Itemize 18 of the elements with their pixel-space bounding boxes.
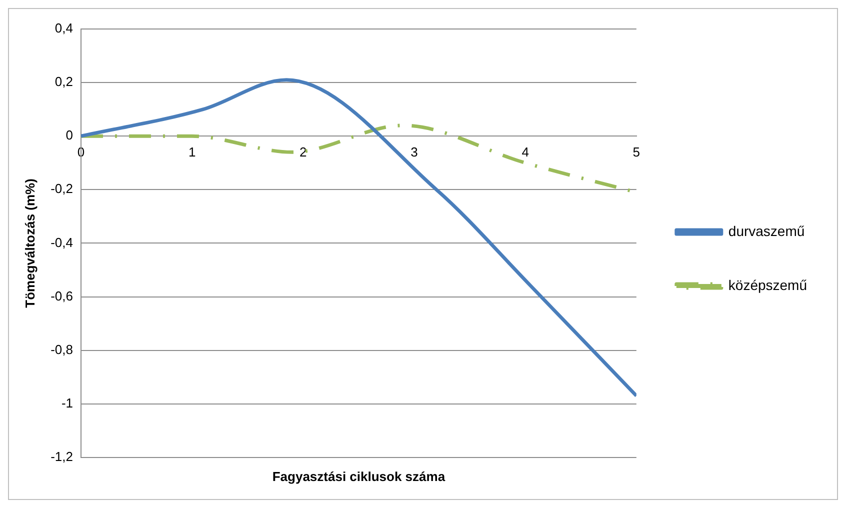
legend-label: középszemű <box>728 276 808 293</box>
y-tick-label: 0,2 <box>54 74 73 90</box>
y-tick-label: -1 <box>61 395 73 410</box>
x-tick-label: 3 <box>410 144 418 160</box>
x-tick-label: 2 <box>300 144 307 160</box>
y-tick-label: -0,4 <box>50 234 73 250</box>
y-tick-label: -0,8 <box>50 342 73 357</box>
y-tick-label: -0,6 <box>50 288 73 304</box>
y-axis-title: Tömegváltozás (m%) <box>22 178 38 308</box>
x-tick-label: 5 <box>632 144 640 160</box>
y-tick-label: 0,4 <box>54 20 73 36</box>
y-tick-label: 0 <box>66 128 73 143</box>
y-tick-label: -0,2 <box>50 181 73 196</box>
legend-label: durvaszemű <box>728 222 805 239</box>
x-axis-title: Fagyasztási ciklusok száma <box>272 468 446 484</box>
x-tick-label: 1 <box>188 144 196 160</box>
x-tick-label: 4 <box>522 144 529 160</box>
y-tick-label: -1,2 <box>50 448 73 464</box>
